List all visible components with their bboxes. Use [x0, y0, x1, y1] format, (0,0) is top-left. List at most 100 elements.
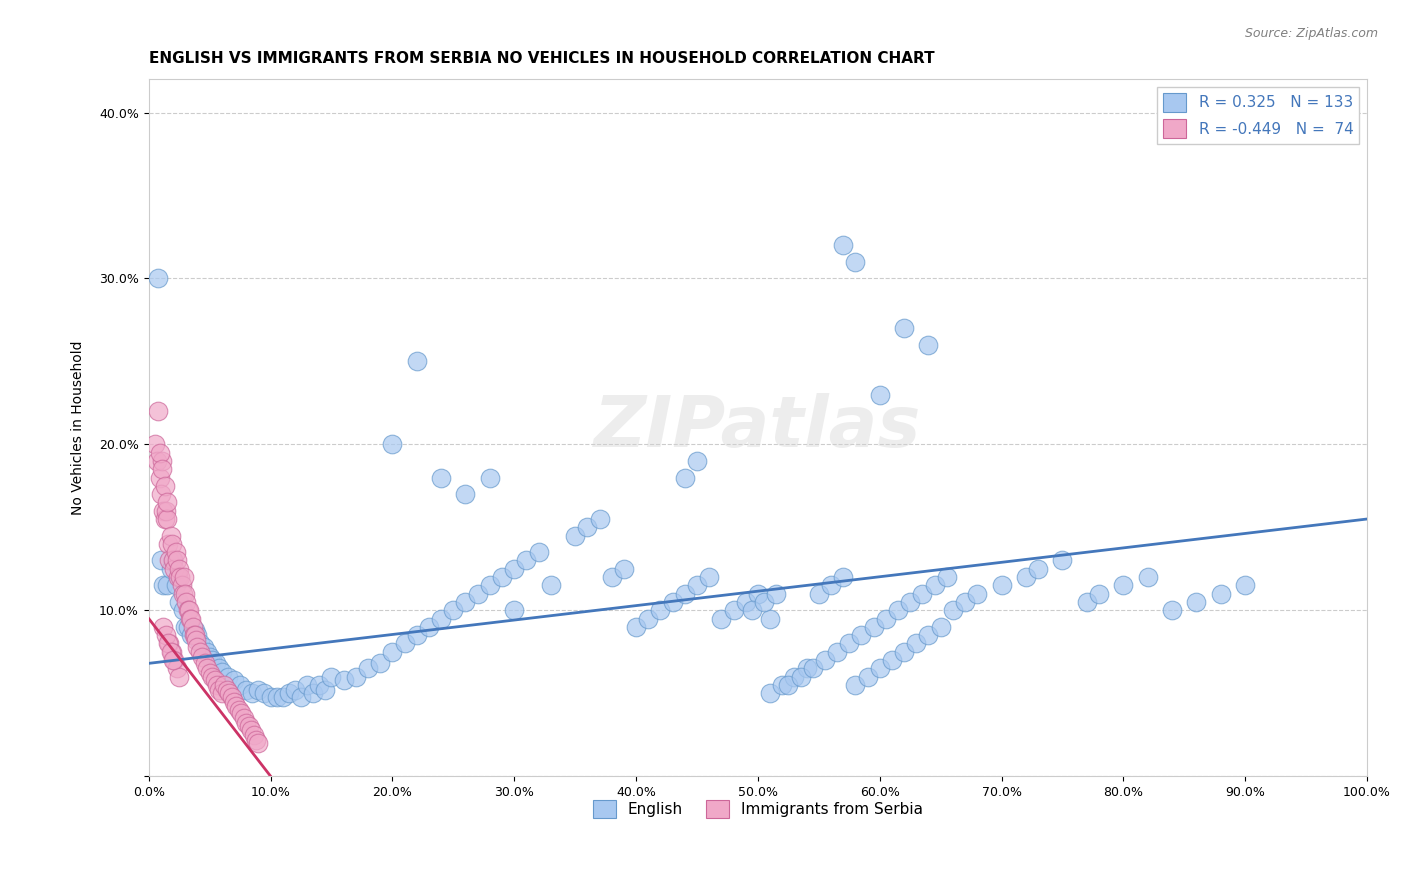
Point	[588, 512, 610, 526]
Legend: English, Immigrants from Serbia: English, Immigrants from Serbia	[586, 793, 929, 824]
Point	[467, 587, 489, 601]
Point	[893, 645, 915, 659]
Point	[155, 504, 177, 518]
Point	[441, 603, 464, 617]
Point	[503, 603, 526, 617]
Point	[893, 321, 915, 335]
Point	[247, 682, 270, 697]
Point	[564, 528, 586, 542]
Point	[153, 512, 176, 526]
Point	[231, 706, 253, 720]
Point	[290, 690, 312, 704]
Point	[143, 437, 166, 451]
Point	[208, 682, 231, 697]
Point	[160, 537, 183, 551]
Point	[710, 611, 733, 625]
Point	[172, 587, 194, 601]
Point	[218, 686, 240, 700]
Point	[165, 545, 187, 559]
Point	[418, 620, 440, 634]
Point	[515, 553, 537, 567]
Point	[152, 504, 174, 518]
Point	[430, 470, 453, 484]
Point	[156, 578, 179, 592]
Point	[838, 636, 860, 650]
Point	[302, 686, 325, 700]
Point	[184, 628, 207, 642]
Point	[228, 703, 250, 717]
Point	[159, 562, 181, 576]
Point	[478, 578, 501, 592]
Point	[167, 595, 190, 609]
Point	[368, 657, 391, 671]
Point	[759, 611, 782, 625]
Point	[204, 673, 226, 687]
Point	[152, 620, 174, 634]
Point	[150, 462, 173, 476]
Point	[195, 661, 218, 675]
Point	[284, 682, 307, 697]
Point	[613, 562, 636, 576]
Point	[990, 578, 1012, 592]
Point	[174, 620, 197, 634]
Text: ENGLISH VS IMMIGRANTS FROM SERBIA NO VEHICLES IN HOUSEHOLD CORRELATION CHART: ENGLISH VS IMMIGRANTS FROM SERBIA NO VEH…	[149, 51, 935, 66]
Point	[205, 678, 228, 692]
Point	[152, 578, 174, 592]
Point	[242, 728, 264, 742]
Point	[149, 445, 172, 459]
Point	[156, 495, 179, 509]
Point	[832, 570, 855, 584]
Point	[247, 736, 270, 750]
Point	[295, 678, 318, 692]
Point	[170, 578, 193, 592]
Point	[153, 479, 176, 493]
Point	[869, 387, 891, 401]
Point	[917, 338, 939, 352]
Point	[430, 611, 453, 625]
Point	[217, 670, 239, 684]
Point	[887, 603, 910, 617]
Point	[167, 562, 190, 576]
Point	[229, 678, 252, 692]
Point	[869, 661, 891, 675]
Point	[862, 620, 884, 634]
Point	[381, 437, 404, 451]
Point	[801, 661, 824, 675]
Point	[454, 487, 477, 501]
Point	[159, 528, 181, 542]
Point	[741, 603, 763, 617]
Point	[1015, 570, 1038, 584]
Point	[503, 562, 526, 576]
Point	[1052, 553, 1074, 567]
Point	[1185, 595, 1208, 609]
Point	[271, 690, 294, 704]
Point	[723, 603, 745, 617]
Point	[188, 645, 211, 659]
Point	[166, 553, 188, 567]
Point	[825, 645, 848, 659]
Point	[1026, 562, 1049, 576]
Point	[321, 670, 343, 684]
Point	[820, 578, 842, 592]
Point	[201, 653, 224, 667]
Point	[905, 636, 928, 650]
Point	[162, 653, 184, 667]
Point	[747, 587, 769, 601]
Point	[169, 570, 191, 584]
Point	[266, 690, 288, 704]
Point	[148, 404, 170, 418]
Point	[167, 670, 190, 684]
Point	[405, 354, 427, 368]
Point	[204, 657, 226, 671]
Point	[159, 636, 181, 650]
Point	[222, 694, 245, 708]
Point	[491, 570, 513, 584]
Point	[181, 620, 204, 634]
Point	[177, 620, 200, 634]
Point	[832, 238, 855, 252]
Point	[214, 678, 236, 692]
Point	[208, 661, 231, 675]
Point	[162, 553, 184, 567]
Point	[186, 633, 208, 648]
Point	[174, 587, 197, 601]
